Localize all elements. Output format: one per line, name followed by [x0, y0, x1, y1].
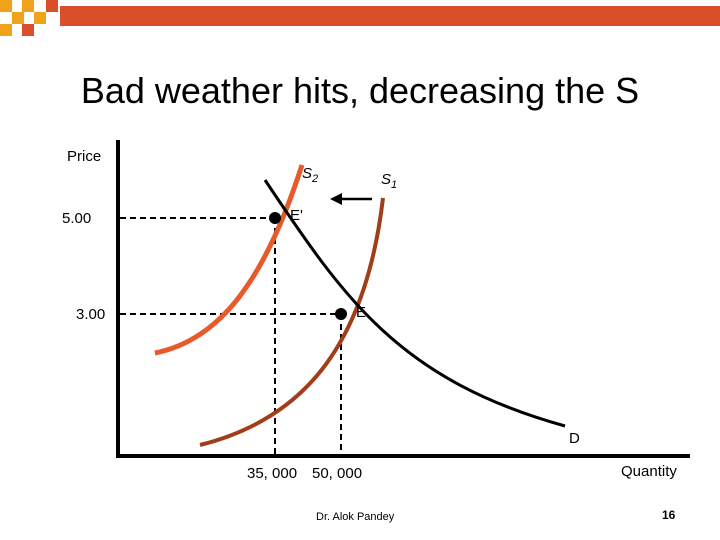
supply-label-s2: S2 — [302, 165, 319, 185]
supply-label-s1-subscript: 1 — [391, 179, 398, 191]
demand-curve — [263, 179, 566, 428]
supply-curve-s1 — [199, 197, 385, 447]
supply-label-s1: S1 — [381, 171, 398, 191]
slide-title: Bad weather hits, decreasing the S — [80, 70, 640, 111]
quantity-low-label: 35, 000 — [247, 465, 298, 482]
footer-author: Dr. Alok Pandey — [316, 511, 395, 523]
demand-label: D — [569, 430, 580, 447]
shift-arrowhead — [330, 193, 342, 205]
supply-curve-s2 — [154, 164, 305, 356]
deco-square — [12, 12, 24, 24]
deco-bar — [60, 6, 720, 26]
price-low-label: 3.00 — [76, 306, 106, 323]
deco-square — [0, 0, 12, 12]
equilibrium-point-old — [335, 308, 347, 320]
supply-label-s2-letter: S — [302, 165, 313, 182]
header-decoration — [0, 0, 720, 36]
deco-square — [0, 24, 12, 36]
deco-square — [22, 24, 34, 36]
deco-square — [22, 0, 34, 12]
quantity-high-label: 50, 000 — [312, 465, 363, 482]
page-number: 16 — [662, 508, 676, 522]
deco-square — [34, 12, 46, 24]
deco-square — [46, 0, 58, 12]
equilibrium-label-new: E' — [290, 207, 303, 224]
supply-label-s2-subscript: 2 — [312, 173, 319, 185]
x-axis-label: Quantity — [621, 463, 677, 480]
y-axis-label: Price — [67, 148, 102, 165]
price-high-label: 5.00 — [62, 210, 92, 227]
supply-label-s1-letter: S — [381, 171, 392, 188]
equilibrium-label-old: E — [356, 304, 367, 321]
equilibrium-point-new — [269, 212, 281, 224]
